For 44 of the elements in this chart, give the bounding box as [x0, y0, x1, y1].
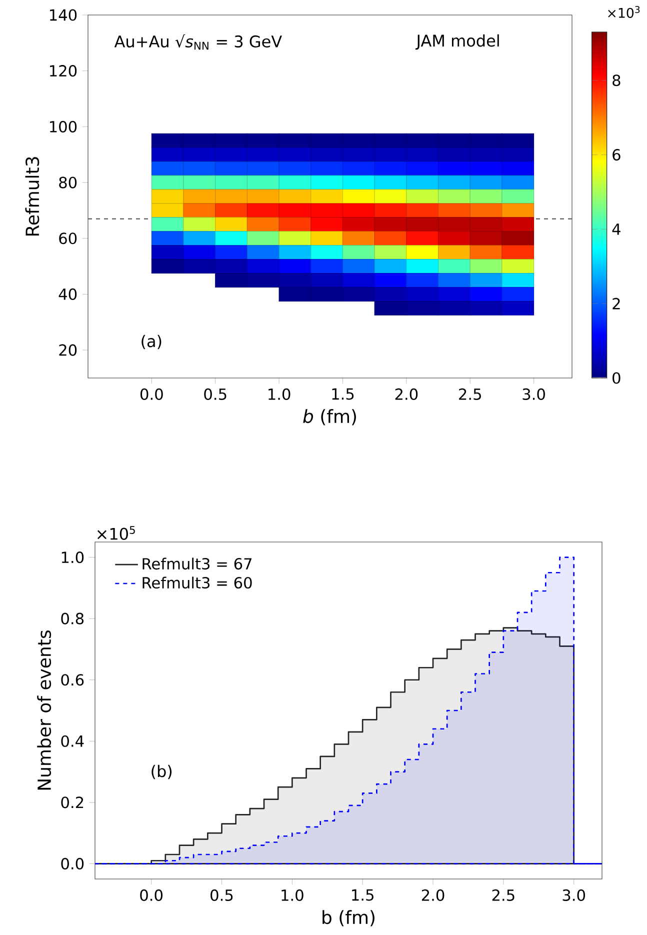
- x-tick-label: 3.0: [522, 388, 545, 400]
- x-axis-title: b (fm): [303, 409, 356, 426]
- y-tick-label: 1.0: [62, 552, 84, 564]
- color-bar-label: 8: [612, 74, 620, 86]
- x-tick-label: 2.0: [422, 889, 444, 901]
- text: ×10$^{5}$: [97, 526, 135, 540]
- y-tick-label: 0.8: [61, 612, 84, 624]
- color-bar-label: 4: [612, 224, 620, 235]
- annotation: JAM model: [415, 34, 499, 50]
- x-tick-label: 0.5: [204, 388, 226, 400]
- x-tick-label: 2.5: [492, 889, 514, 901]
- color-bar-label: 6: [612, 148, 620, 161]
- x-tick-label: 0.0: [140, 388, 163, 400]
- x-tick-label: 2.5: [459, 388, 481, 400]
- y-axis-title: Number of events: [37, 630, 52, 790]
- y-tick-label: 40: [58, 288, 77, 300]
- x-tick-label: 1.5: [352, 889, 374, 901]
- color-bar-label: 2: [612, 298, 620, 310]
- annotation: (a): [142, 334, 162, 350]
- x-tick-label: 1.0: [268, 388, 290, 400]
- annotation: Au+Au √s$_{NN}$ = 3 GeV: [114, 34, 282, 50]
- y-tick-label: 0.2: [61, 796, 84, 808]
- x-tick-label: 1.5: [332, 388, 354, 400]
- x-tick-label: 1.0: [282, 889, 304, 901]
- x-axis-title: b (fm): [322, 910, 374, 926]
- x-tick-label: 3.0: [562, 889, 586, 901]
- y-axis-title: Refmult3: [25, 157, 40, 236]
- y-tick-label: 20: [59, 344, 77, 356]
- y-tick-label: 100: [50, 120, 77, 132]
- x-tick-label: 0.5: [210, 889, 233, 901]
- annotation: (b): [152, 764, 172, 780]
- y-tick-label: 0.0: [61, 858, 84, 870]
- legend-label: Refmult3 = 60: [142, 576, 252, 589]
- legend-label: Refmult3 = 67: [142, 558, 252, 570]
- y-tick-label: 0.4: [61, 735, 84, 747]
- y-tick-label: 60: [59, 232, 77, 244]
- y-tick-label: 120: [50, 65, 77, 77]
- y-tick-label: 0.6: [61, 674, 84, 686]
- y-tick-label: 140: [50, 9, 77, 21]
- color-bar-title: ×10$^{3}$: [608, 6, 640, 18]
- x-tick-label: 2.0: [395, 388, 418, 400]
- color-bar-label: 0: [612, 372, 620, 384]
- x-tick-label: 0.0: [140, 889, 163, 901]
- y-tick-label: 80: [59, 176, 77, 188]
